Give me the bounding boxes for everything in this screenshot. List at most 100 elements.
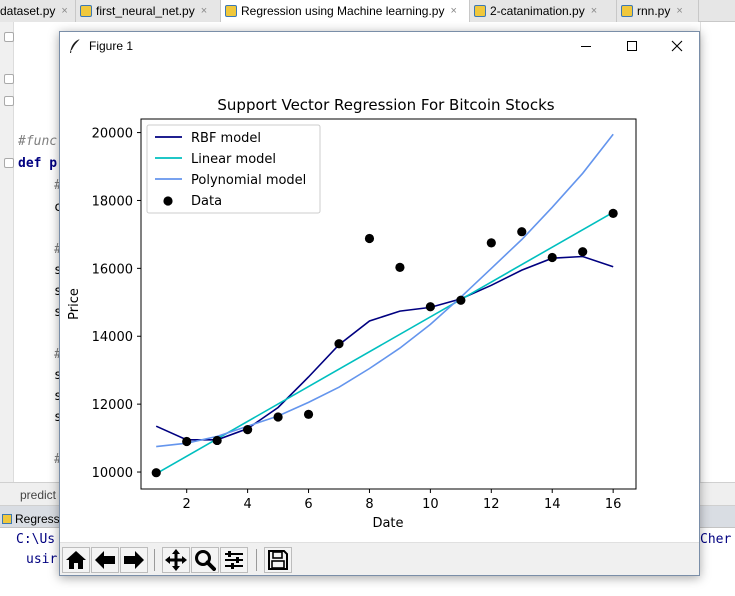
ide-tab-bar: dataset.py × first_neural_net.py × Regre…: [0, 0, 735, 22]
tab-rnn[interactable]: rnn.py ×: [617, 0, 699, 22]
code-line: s: [54, 410, 62, 425]
legend-label: Data: [191, 194, 222, 209]
data-point: [486, 238, 496, 248]
legend-label: Polynomial model: [191, 173, 306, 188]
python-file-icon: [80, 5, 92, 17]
zoom-button[interactable]: [191, 547, 219, 573]
data-point: [425, 302, 435, 312]
y-tick-label: 18000: [92, 194, 133, 209]
y-tick-label: 16000: [92, 262, 133, 277]
zoom-icon: [195, 550, 216, 571]
back-arrow-icon: [95, 551, 115, 569]
code-line: s: [54, 263, 62, 278]
data-point: [243, 424, 253, 435]
data-point: [547, 252, 557, 263]
x-tick-label: 8: [365, 497, 373, 512]
data-point: [273, 412, 283, 422]
save-button[interactable]: [264, 547, 292, 573]
series-line-polynomial-model: [156, 133, 614, 448]
tab-dataset[interactable]: dataset.py ×: [0, 0, 76, 22]
data-point: [212, 435, 222, 446]
data-point: [456, 295, 466, 305]
editor-right-margin: [700, 22, 735, 482]
console-line: Cher: [700, 532, 732, 547]
tab-label: 2-catanimation.py: [490, 4, 585, 18]
x-tick-label: 10: [422, 497, 439, 512]
close-icon[interactable]: ×: [61, 5, 68, 17]
y-tick-label: 14000: [92, 330, 133, 345]
fold-icon[interactable]: [4, 96, 14, 106]
close-button[interactable]: [654, 32, 700, 60]
legend-label: Linear model: [191, 152, 276, 167]
code-line: s: [54, 284, 62, 299]
code-line: #: [54, 347, 62, 362]
subplots-button[interactable]: [220, 547, 248, 573]
back-button[interactable]: [91, 547, 119, 573]
legend-label: RBF model: [191, 131, 261, 146]
run-tab-label[interactable]: Regressio: [15, 511, 70, 526]
subplots-icon: [225, 551, 243, 569]
close-icon[interactable]: ×: [676, 5, 683, 17]
tab-label: first_neural_net.py: [96, 4, 195, 18]
legend-frame: [146, 124, 321, 214]
code-line: c: [54, 200, 62, 215]
figure-canvas[interactable]: Support Vector Regression For Bitcoin St…: [60, 60, 699, 542]
code-line: #func: [18, 134, 58, 149]
tab-label: dataset.py: [0, 4, 56, 18]
code-line: #: [54, 452, 62, 467]
editor-gutter: [0, 22, 14, 482]
fold-icon[interactable]: [4, 32, 14, 42]
tab-regression[interactable]: Regression using Machine learning.py ×: [221, 0, 470, 22]
fold-icon[interactable]: [4, 158, 14, 168]
y-tick-label: 12000: [92, 398, 133, 413]
home-icon: [66, 551, 86, 569]
data-point: [151, 468, 161, 478]
figure-titlebar[interactable]: Figure 1: [60, 32, 699, 60]
maximize-icon: [627, 41, 637, 51]
code-line: #: [54, 178, 62, 193]
data-point: [608, 208, 618, 218]
maximize-button[interactable]: [609, 32, 655, 60]
python-file-icon: [225, 5, 237, 17]
series-group: [151, 133, 618, 478]
legend-swatch-marker: [163, 196, 173, 206]
close-icon: [671, 40, 683, 52]
axes: 2 4 6 8 10 12 14 16 10000 12000 14000 16000 18000 200…: [92, 127, 622, 512]
data-point: [182, 436, 192, 447]
data-point: [334, 339, 344, 349]
close-icon[interactable]: ×: [200, 5, 208, 17]
forward-button[interactable]: [120, 547, 148, 573]
tab-first-neural-net[interactable]: first_neural_net.py ×: [76, 0, 221, 22]
x-tick-label: 16: [605, 497, 622, 512]
series-line-rbf-model: [155, 255, 614, 441]
x-axis-label: Date: [372, 516, 403, 531]
toolbar-separator: [154, 549, 155, 571]
x-tick-label: 4: [243, 497, 251, 512]
toolbar-separator: [256, 549, 257, 571]
minimize-button[interactable]: [563, 32, 609, 60]
close-icon[interactable]: ×: [450, 5, 457, 17]
tab-label: Regression using Machine learning.py: [241, 4, 445, 18]
pan-button[interactable]: [162, 547, 190, 573]
breadcrumb-item[interactable]: predict: [20, 488, 57, 502]
forward-arrow-icon: [124, 551, 144, 569]
fold-icon[interactable]: [4, 74, 14, 84]
minimize-icon: [581, 46, 591, 47]
code-line: s: [54, 389, 62, 404]
chart-title: Support Vector Regression For Bitcoin St…: [217, 96, 554, 114]
code-line: #: [54, 242, 62, 257]
code-editor[interactable]: #func def p # c # s s s # s s s #: [14, 22, 62, 482]
x-tick-label: 2: [183, 497, 191, 512]
chart-svg: Support Vector Regression For Bitcoin St…: [67, 96, 637, 531]
close-icon[interactable]: ×: [590, 5, 598, 17]
data-point: [395, 262, 405, 272]
save-icon: [268, 550, 288, 570]
figure-window: Figure 1 Support Vector Regression For B…: [59, 31, 700, 576]
code-line: s: [54, 305, 62, 320]
x-tick-label: 6: [304, 497, 312, 512]
tab-catanimation[interactable]: 2-catanimation.py ×: [470, 0, 617, 22]
console-line: C:\Us: [16, 532, 56, 547]
home-button[interactable]: [62, 547, 90, 573]
python-file-icon: [621, 5, 633, 17]
